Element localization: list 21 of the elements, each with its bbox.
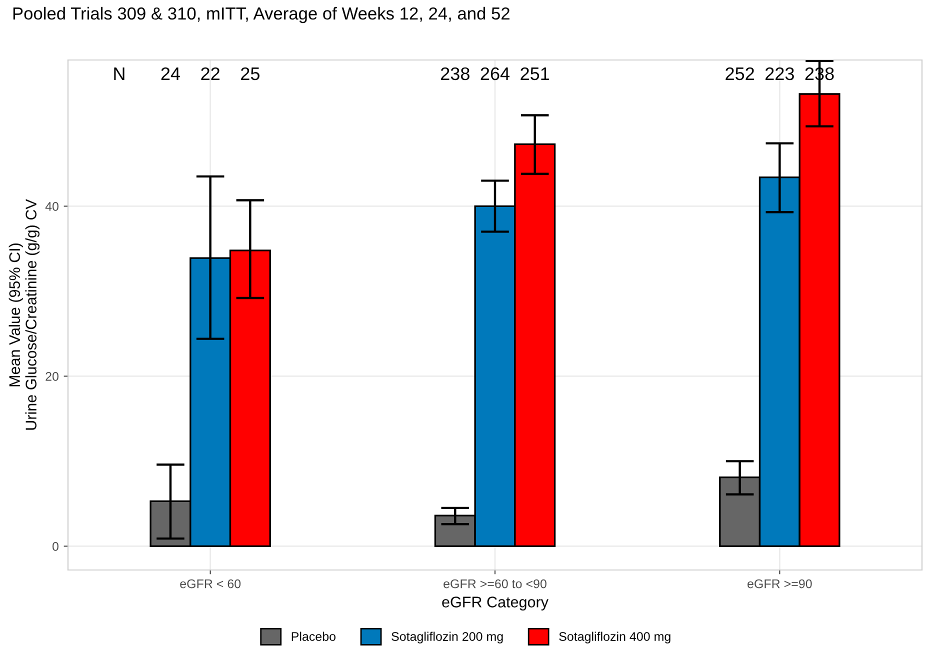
annotation: 25: [241, 67, 260, 80]
legend-label: Sotagliflozin 400 mg: [559, 632, 670, 644]
legend-label: Sotagliflozin 200 mg: [392, 632, 503, 644]
annotation: 252: [726, 67, 754, 80]
annotation: 223: [766, 67, 794, 80]
annotation: 24: [161, 67, 180, 80]
y-axis-title: Mean Value (95% CI) Urine Glucose/Creatinine (g/g) CV: [8, 199, 40, 430]
legend-label: Placebo: [292, 632, 336, 641]
x-tick-label: eGFR < 60: [180, 579, 241, 588]
x-tick-label: eGFR >=60 to <90: [444, 579, 546, 588]
annotation: 264: [480, 67, 510, 80]
x-tick-label: eGFR >=90: [748, 579, 812, 588]
x-axis-title: eGFR Category: [442, 596, 548, 610]
y-tick-label: 20: [46, 372, 58, 381]
y-tick-label: 0: [52, 542, 58, 551]
annotation: N: [114, 68, 124, 80]
chart-title: Pooled Trials 309 & 310, mITT, Average of Weeks 12, 24, and 52: [13, 6, 510, 24]
annotation: 251: [520, 67, 550, 80]
y-tick-label: 40: [45, 202, 58, 211]
annotation: 22: [201, 67, 220, 80]
annotation: 238: [440, 67, 470, 80]
